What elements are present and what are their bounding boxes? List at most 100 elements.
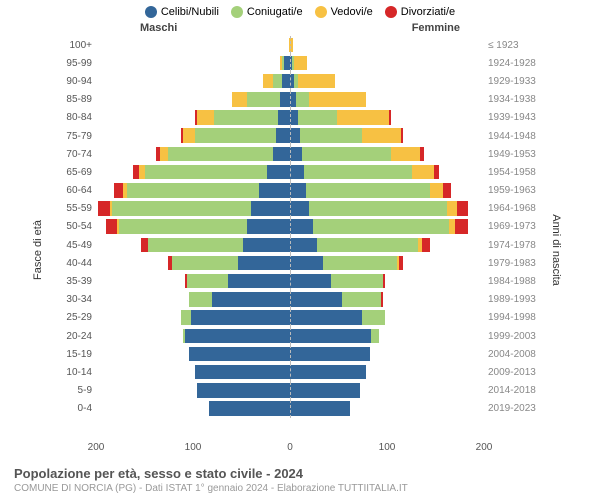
male-bar bbox=[96, 147, 290, 162]
age-row: 35-391984-1988 bbox=[60, 272, 540, 290]
seg-c bbox=[228, 274, 290, 289]
seg-c bbox=[290, 183, 306, 198]
age-label: 95-99 bbox=[60, 58, 96, 69]
seg-d bbox=[434, 165, 440, 180]
seg-co bbox=[342, 292, 381, 307]
age-row: 100+≤ 1923 bbox=[60, 36, 540, 54]
age-row: 0-4 2019-2023 bbox=[60, 400, 540, 418]
male-bar bbox=[96, 74, 290, 89]
age-label: 65-69 bbox=[60, 167, 96, 178]
seg-v bbox=[447, 201, 457, 216]
legend-item: Celibi/Nubili bbox=[145, 6, 219, 18]
seg-co bbox=[302, 147, 391, 162]
seg-v bbox=[183, 128, 195, 143]
seg-v bbox=[160, 147, 168, 162]
female-bar bbox=[290, 310, 484, 325]
y-axis-label-left: Fasce di età bbox=[32, 220, 44, 280]
seg-d bbox=[455, 219, 469, 234]
age-label: 50-54 bbox=[60, 221, 96, 232]
bar-pair bbox=[96, 91, 484, 109]
seg-d bbox=[401, 128, 403, 143]
age-label: 0-4 bbox=[60, 403, 96, 414]
seg-co bbox=[273, 74, 283, 89]
seg-v bbox=[309, 92, 365, 107]
seg-d bbox=[399, 256, 403, 271]
year-label: 1929-1933 bbox=[484, 76, 540, 87]
male-bar bbox=[96, 347, 290, 362]
age-label: 60-64 bbox=[60, 185, 96, 196]
year-label: 1924-1928 bbox=[484, 58, 540, 69]
male-bar bbox=[96, 292, 290, 307]
age-label: 10-14 bbox=[60, 367, 96, 378]
male-bar bbox=[96, 56, 290, 71]
age-row: 30-34 1989-1993 bbox=[60, 291, 540, 309]
bar-pair bbox=[96, 382, 484, 400]
year-label: 1949-1953 bbox=[484, 149, 540, 160]
male-bar bbox=[96, 92, 290, 107]
legend-label: Vedovi/e bbox=[331, 6, 373, 18]
year-label: 1954-1958 bbox=[484, 167, 540, 178]
female-bar bbox=[290, 365, 484, 380]
seg-co bbox=[127, 183, 259, 198]
seg-d bbox=[389, 110, 391, 125]
year-label: 1989-1993 bbox=[484, 294, 540, 305]
seg-d bbox=[422, 238, 430, 253]
year-label: 1959-1963 bbox=[484, 185, 540, 196]
year-label: 1964-1968 bbox=[484, 203, 540, 214]
seg-co bbox=[145, 165, 267, 180]
female-bar bbox=[290, 183, 484, 198]
year-label: 1939-1943 bbox=[484, 112, 540, 123]
seg-v bbox=[391, 147, 420, 162]
seg-co bbox=[214, 110, 278, 125]
male-bar bbox=[96, 38, 290, 53]
seg-c bbox=[273, 147, 290, 162]
male-bar bbox=[96, 365, 290, 380]
female-bar bbox=[290, 147, 484, 162]
male-bar bbox=[96, 238, 290, 253]
seg-c bbox=[209, 401, 290, 416]
male-bar bbox=[96, 201, 290, 216]
seg-c bbox=[191, 310, 290, 325]
age-label: 5-9 bbox=[60, 385, 96, 396]
bar-pair bbox=[96, 182, 484, 200]
population-pyramid-chart: Celibi/NubiliConiugati/eVedovi/eDivorzia… bbox=[0, 0, 600, 500]
year-label: 1979-1983 bbox=[484, 258, 540, 269]
seg-co bbox=[296, 92, 310, 107]
seg-co bbox=[371, 329, 379, 344]
seg-c bbox=[290, 365, 366, 380]
legend-label: Coniugati/e bbox=[247, 6, 303, 18]
age-row: 75-791944-1948 bbox=[60, 127, 540, 145]
year-label: 2019-2023 bbox=[484, 403, 540, 414]
bar-pair bbox=[96, 363, 484, 381]
seg-c bbox=[243, 238, 290, 253]
bar-pair bbox=[96, 236, 484, 254]
x-tick: 100 bbox=[379, 442, 396, 453]
seg-d bbox=[383, 274, 385, 289]
seg-co bbox=[300, 128, 362, 143]
female-bar bbox=[290, 38, 484, 53]
seg-d bbox=[106, 219, 118, 234]
male-bar bbox=[96, 183, 290, 198]
year-label: 1934-1938 bbox=[484, 94, 540, 105]
year-label: 1969-1973 bbox=[484, 221, 540, 232]
seg-v bbox=[430, 183, 444, 198]
female-bar bbox=[290, 401, 484, 416]
y-axis-label-right: Anni di nascita bbox=[550, 214, 562, 286]
female-bar bbox=[290, 165, 484, 180]
age-row: 50-54 1969-1973 bbox=[60, 218, 540, 236]
legend-swatch bbox=[145, 6, 157, 18]
male-bar bbox=[96, 401, 290, 416]
age-row: 25-291994-1998 bbox=[60, 309, 540, 327]
seg-d bbox=[141, 238, 149, 253]
year-label: 2004-2008 bbox=[484, 349, 540, 360]
male-header: Maschi bbox=[140, 22, 177, 34]
male-bar bbox=[96, 110, 290, 125]
seg-co bbox=[331, 274, 383, 289]
year-label: ≤ 1923 bbox=[484, 40, 540, 51]
legend-item: Vedovi/e bbox=[315, 6, 373, 18]
seg-co bbox=[187, 274, 228, 289]
female-bar bbox=[290, 256, 484, 271]
seg-d bbox=[457, 201, 469, 216]
age-row: 85-891934-1938 bbox=[60, 91, 540, 109]
age-label: 30-34 bbox=[60, 294, 96, 305]
